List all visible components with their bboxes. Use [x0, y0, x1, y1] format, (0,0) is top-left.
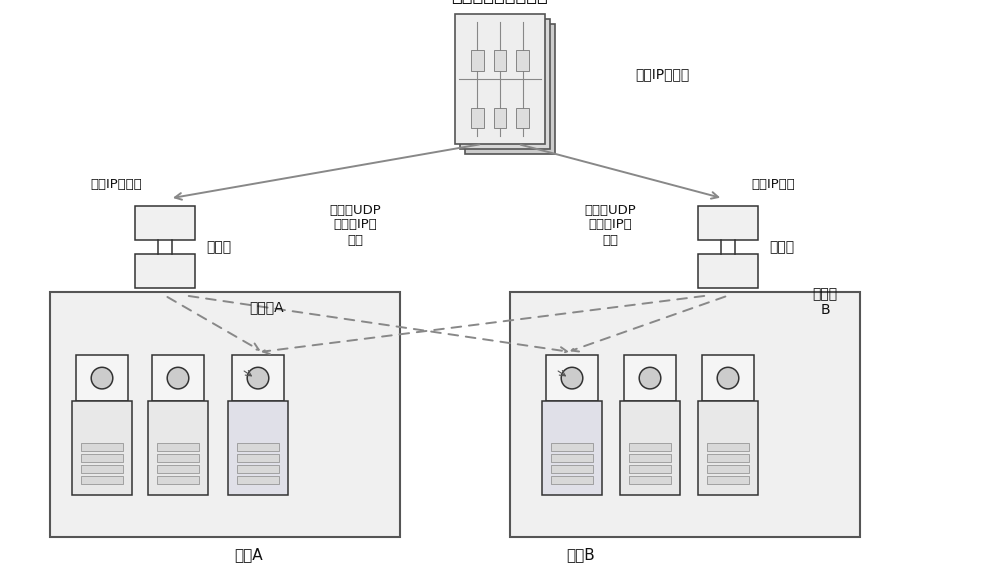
- Bar: [157, 454, 199, 462]
- Bar: [135, 254, 195, 289]
- Text: 公网IP：端: 公网IP：端: [751, 178, 795, 191]
- Circle shape: [717, 367, 739, 389]
- Bar: [546, 355, 598, 401]
- Bar: [551, 476, 593, 484]
- Bar: [81, 476, 123, 484]
- Bar: [516, 50, 529, 71]
- Bar: [81, 465, 123, 473]
- Bar: [629, 454, 671, 462]
- Bar: [81, 454, 123, 462]
- Bar: [707, 476, 749, 484]
- Circle shape: [561, 367, 583, 389]
- Bar: [516, 108, 529, 128]
- Bar: [620, 401, 680, 495]
- Bar: [707, 465, 749, 473]
- Bar: [157, 443, 199, 451]
- Text: 公网IP：端口: 公网IP：端口: [90, 178, 142, 191]
- Bar: [237, 476, 279, 484]
- Text: 公网主机（软路由）: 公网主机（软路由）: [452, 0, 548, 5]
- Circle shape: [247, 367, 269, 389]
- Text: 局域网
B: 局域网 B: [812, 287, 838, 317]
- Text: 包装成UDP
信息的IP数
据包: 包装成UDP 信息的IP数 据包: [584, 204, 636, 247]
- Bar: [494, 50, 506, 71]
- Bar: [629, 476, 671, 484]
- Bar: [510, 292, 860, 537]
- Bar: [471, 108, 484, 128]
- Bar: [148, 401, 208, 495]
- Bar: [81, 443, 123, 451]
- Bar: [629, 465, 671, 473]
- Bar: [232, 355, 284, 401]
- Bar: [542, 401, 602, 495]
- Bar: [455, 14, 545, 144]
- Text: 主机A: 主机A: [235, 548, 263, 562]
- Text: 路由器: 路由器: [769, 240, 794, 254]
- Bar: [698, 206, 758, 240]
- Bar: [135, 206, 195, 240]
- Bar: [494, 108, 506, 128]
- Text: 局域网A: 局域网A: [250, 300, 284, 314]
- Bar: [624, 355, 676, 401]
- Text: 主机B: 主机B: [567, 548, 595, 562]
- Bar: [157, 476, 199, 484]
- Bar: [551, 454, 593, 462]
- Bar: [157, 465, 199, 473]
- Bar: [72, 401, 132, 495]
- Bar: [551, 465, 593, 473]
- Bar: [707, 454, 749, 462]
- Bar: [698, 254, 758, 289]
- Bar: [707, 443, 749, 451]
- Bar: [471, 50, 484, 71]
- Circle shape: [167, 367, 189, 389]
- Circle shape: [91, 367, 113, 389]
- Bar: [237, 454, 279, 462]
- Bar: [237, 465, 279, 473]
- Bar: [629, 443, 671, 451]
- Bar: [698, 401, 758, 495]
- Bar: [465, 24, 555, 154]
- Bar: [76, 355, 128, 401]
- Text: 包装成UDP
信息的IP数
据包: 包装成UDP 信息的IP数 据包: [329, 204, 381, 247]
- Bar: [702, 355, 754, 401]
- Bar: [460, 19, 550, 149]
- Text: 公网IP：端口: 公网IP：端口: [635, 67, 689, 81]
- Bar: [237, 443, 279, 451]
- Circle shape: [639, 367, 661, 389]
- Bar: [50, 292, 400, 537]
- Bar: [551, 443, 593, 451]
- Text: 路由器: 路由器: [206, 240, 231, 254]
- Bar: [228, 401, 288, 495]
- Bar: [152, 355, 204, 401]
